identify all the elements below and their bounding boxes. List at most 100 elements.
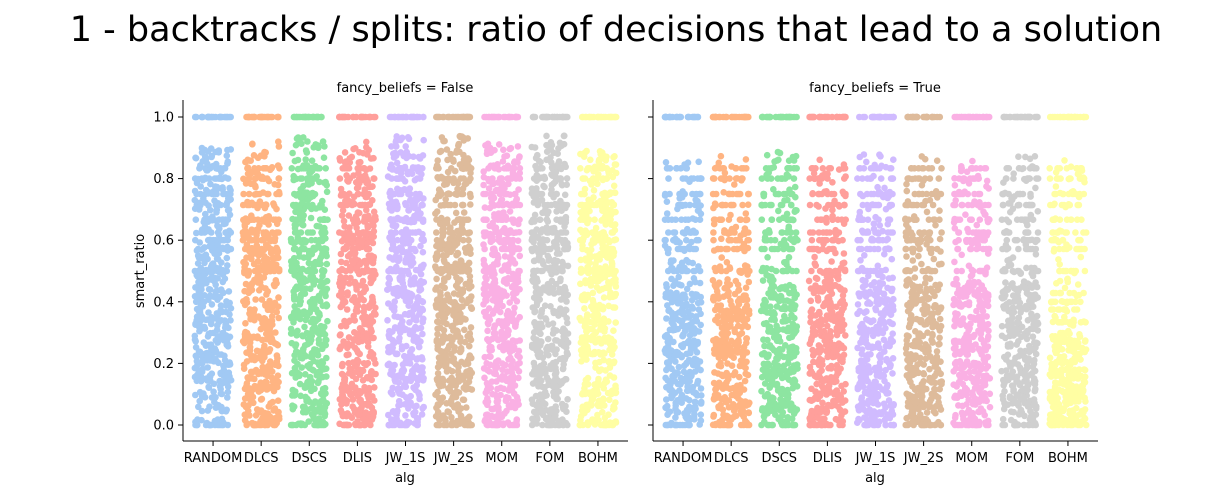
data-point bbox=[451, 201, 459, 209]
data-point bbox=[214, 241, 221, 248]
data-point bbox=[442, 218, 450, 226]
data-point bbox=[225, 374, 232, 382]
data-point bbox=[553, 250, 561, 257]
data-point bbox=[508, 257, 516, 265]
data-point bbox=[291, 357, 298, 364]
data-point bbox=[697, 411, 705, 419]
data-point bbox=[605, 318, 612, 325]
data-point bbox=[485, 320, 492, 328]
data-point bbox=[363, 265, 371, 273]
data-point bbox=[549, 382, 557, 390]
data-point bbox=[612, 161, 620, 168]
data-point bbox=[204, 227, 212, 235]
data-point bbox=[356, 325, 364, 332]
data-point bbox=[288, 165, 296, 172]
data-point bbox=[350, 193, 358, 201]
data-point bbox=[433, 275, 440, 283]
data-point bbox=[273, 352, 281, 359]
data-point bbox=[441, 284, 449, 292]
data-point bbox=[355, 209, 363, 217]
data-point bbox=[321, 289, 329, 296]
data-point bbox=[258, 386, 265, 393]
data-point bbox=[552, 261, 559, 269]
data-point bbox=[437, 305, 444, 312]
data-point bbox=[607, 291, 614, 298]
data-point bbox=[578, 407, 586, 415]
data-point bbox=[590, 168, 597, 175]
data-point bbox=[557, 165, 565, 173]
data-point bbox=[387, 193, 394, 201]
data-point bbox=[393, 263, 400, 271]
data-point bbox=[274, 397, 282, 405]
data-point bbox=[307, 229, 314, 236]
data-point bbox=[464, 113, 472, 121]
data-point bbox=[389, 241, 397, 248]
data-point bbox=[503, 394, 510, 401]
data-point bbox=[291, 303, 299, 310]
data-point bbox=[455, 142, 462, 149]
data-point bbox=[248, 354, 256, 361]
data-point bbox=[394, 214, 402, 222]
data-point bbox=[308, 250, 316, 258]
data-point bbox=[456, 261, 464, 269]
data-point bbox=[365, 113, 373, 121]
data-point bbox=[484, 327, 491, 335]
data-point bbox=[206, 377, 214, 385]
data-point bbox=[452, 389, 460, 397]
data-point bbox=[209, 162, 217, 170]
data-point bbox=[218, 390, 226, 398]
data-point bbox=[258, 395, 266, 403]
data-point bbox=[467, 324, 475, 331]
data-point bbox=[480, 181, 487, 189]
data-point bbox=[253, 242, 261, 249]
data-point bbox=[563, 298, 570, 305]
data-point bbox=[434, 330, 441, 338]
data-point bbox=[583, 166, 591, 174]
data-point bbox=[260, 322, 268, 329]
data-point bbox=[401, 287, 409, 295]
data-point bbox=[269, 254, 277, 262]
data-point bbox=[337, 322, 345, 330]
data-point bbox=[432, 413, 440, 420]
data-point bbox=[250, 421, 257, 429]
data-point bbox=[560, 240, 567, 247]
data-point bbox=[450, 156, 457, 164]
data-point bbox=[391, 409, 399, 416]
data-point bbox=[562, 402, 569, 410]
data-point bbox=[588, 181, 595, 188]
data-point bbox=[451, 167, 459, 175]
data-point bbox=[297, 298, 305, 305]
data-point bbox=[272, 329, 279, 336]
y-tick-label: 0.6 bbox=[153, 234, 174, 249]
data-point bbox=[349, 296, 356, 304]
data-point bbox=[200, 195, 207, 202]
data-point bbox=[288, 238, 295, 246]
data-point bbox=[553, 208, 560, 215]
data-point bbox=[339, 388, 346, 396]
data-point bbox=[596, 367, 603, 374]
data-point bbox=[247, 169, 254, 176]
data-point bbox=[302, 371, 309, 378]
data-point bbox=[481, 353, 489, 361]
data-point bbox=[208, 301, 216, 308]
data-point bbox=[444, 156, 451, 164]
data-point bbox=[201, 292, 208, 299]
data-point bbox=[480, 241, 487, 248]
data-point bbox=[491, 113, 498, 121]
data-point bbox=[452, 209, 460, 217]
data-point bbox=[465, 259, 473, 267]
data-point bbox=[606, 396, 613, 404]
data-point bbox=[409, 113, 417, 121]
data-point bbox=[214, 296, 221, 304]
data-point bbox=[199, 176, 207, 184]
data-point bbox=[493, 378, 500, 385]
data-point bbox=[504, 230, 511, 238]
data-point bbox=[339, 266, 346, 274]
data-point bbox=[302, 237, 310, 245]
data-point bbox=[217, 236, 225, 244]
data-point bbox=[219, 244, 226, 252]
data-point bbox=[315, 292, 323, 300]
data-point bbox=[503, 152, 511, 159]
data-point bbox=[605, 113, 612, 121]
